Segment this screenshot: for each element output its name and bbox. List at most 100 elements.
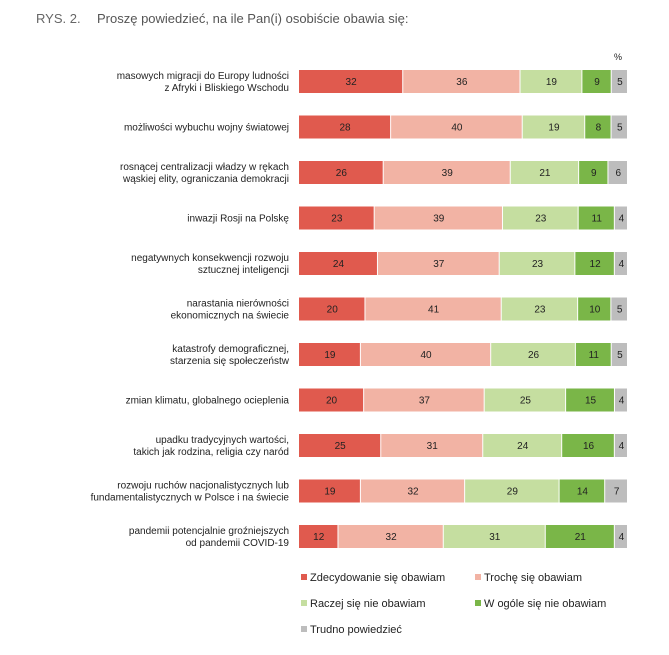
bar-segment [491, 343, 575, 366]
data-label: 40 [451, 123, 463, 134]
data-label: 39 [442, 168, 454, 179]
data-label: 32 [407, 487, 419, 498]
bar-segment [443, 525, 545, 548]
bar-segment [614, 525, 627, 548]
category-label: masowych migracji do Europy ludności z Af… [117, 71, 289, 94]
data-label: 9 [591, 168, 597, 179]
bar-segment [391, 115, 522, 139]
data-label: 19 [324, 350, 336, 361]
data-label: 37 [433, 259, 445, 270]
data-label: 31 [489, 532, 501, 543]
data-label: 12 [313, 532, 325, 543]
data-label: 5 [617, 123, 623, 134]
data-label: 5 [617, 77, 623, 88]
bar-segment [299, 252, 377, 275]
data-label: 39 [433, 214, 445, 225]
data-label: 40 [420, 350, 432, 361]
data-label: 4 [619, 441, 625, 452]
data-label: 23 [534, 305, 546, 316]
data-label: 10 [589, 305, 601, 316]
data-label: 32 [386, 532, 398, 543]
bar-segment [585, 115, 611, 139]
category-label: negatywnych konsekwencji rozwoju sztuczne… [131, 253, 289, 276]
data-label: 5 [617, 305, 623, 316]
legend-label: Trudno powiedzieć [310, 624, 402, 636]
legend-label: Zdecydowanie się obawiam [310, 572, 445, 584]
data-label: 4 [619, 532, 625, 543]
data-label: 41 [428, 305, 440, 316]
data-label: 15 [585, 396, 597, 407]
category-label: zmian klimatu, globalnego ocieplenia [126, 396, 290, 407]
data-label: 14 [577, 487, 589, 498]
category-label: pandemii potencjalnie groźniejszych od pa… [129, 526, 290, 549]
data-label: 25 [335, 441, 347, 452]
data-label: 7 [614, 487, 620, 498]
data-label: 20 [327, 305, 339, 316]
bar-segment [510, 161, 579, 184]
data-label: 23 [331, 214, 343, 225]
bar-segment [575, 343, 611, 366]
bar-segment [614, 434, 627, 457]
category-label: katastrofy demograficznej, starzenia się … [170, 344, 290, 367]
bar-segment [611, 115, 627, 139]
bar-segment [374, 206, 502, 230]
category-label: możliwości wybuchu wojny światowej [124, 123, 289, 134]
bar-segment [465, 479, 559, 503]
bar-segment [614, 252, 627, 275]
legend-swatch [301, 626, 307, 632]
data-label: 8 [596, 123, 602, 134]
bar-segment [299, 115, 391, 139]
data-label: 19 [324, 487, 336, 498]
bar-segment [338, 525, 443, 548]
bar-segment [579, 161, 608, 184]
legend-swatch [301, 574, 307, 580]
data-label: 37 [419, 396, 431, 407]
data-label: 28 [339, 123, 351, 134]
bar-segment [364, 388, 484, 412]
legend-swatch [301, 600, 307, 606]
bar-segment [299, 70, 403, 93]
bar-segment [299, 434, 381, 457]
bar-segment [614, 206, 627, 230]
data-label: 26 [336, 168, 348, 179]
data-label: 25 [520, 396, 532, 407]
bar-segment [566, 388, 614, 412]
legend-swatch [475, 600, 481, 606]
bar-segment [582, 70, 611, 93]
legend-label: Trochę się obawiam [484, 572, 582, 584]
bar-segment [608, 161, 627, 184]
bar-segment [611, 70, 627, 93]
bar-segment [578, 206, 614, 230]
data-label: 31 [427, 441, 439, 452]
bar-segment [403, 70, 520, 93]
data-label: 19 [548, 123, 560, 134]
data-label: 11 [589, 350, 600, 361]
data-label: 23 [535, 214, 547, 225]
bar-segment [299, 525, 338, 548]
legend-swatch [475, 574, 481, 580]
bar-segment [501, 297, 578, 321]
category-label: upadku tradycyjnych wartości, takich jak … [133, 435, 289, 458]
data-label: 12 [590, 259, 602, 270]
bar-segment [383, 161, 510, 184]
bar-segment [545, 525, 614, 548]
bar-segment [299, 297, 365, 321]
data-label: 20 [326, 396, 338, 407]
data-label: 24 [517, 441, 529, 452]
data-label: 4 [619, 396, 625, 407]
data-label: 16 [583, 441, 595, 452]
data-label: 4 [619, 259, 625, 270]
bar-segment [299, 161, 383, 184]
data-label: 21 [539, 168, 551, 179]
bar-segment [502, 206, 578, 230]
data-label: 19 [546, 77, 558, 88]
bar-segment [365, 297, 501, 321]
bar-segment [484, 388, 566, 412]
figure-label: RYS. 2. [36, 11, 81, 26]
legend-label: W ogóle się nie obawiam [484, 598, 606, 610]
category-label: inwazji Rosji na Polskę [187, 214, 289, 225]
chart-title: Proszę powiedzieć, na ile Pan(i) osobiśc… [97, 11, 409, 26]
data-label: 5 [617, 350, 623, 361]
bar-segment [562, 434, 614, 457]
